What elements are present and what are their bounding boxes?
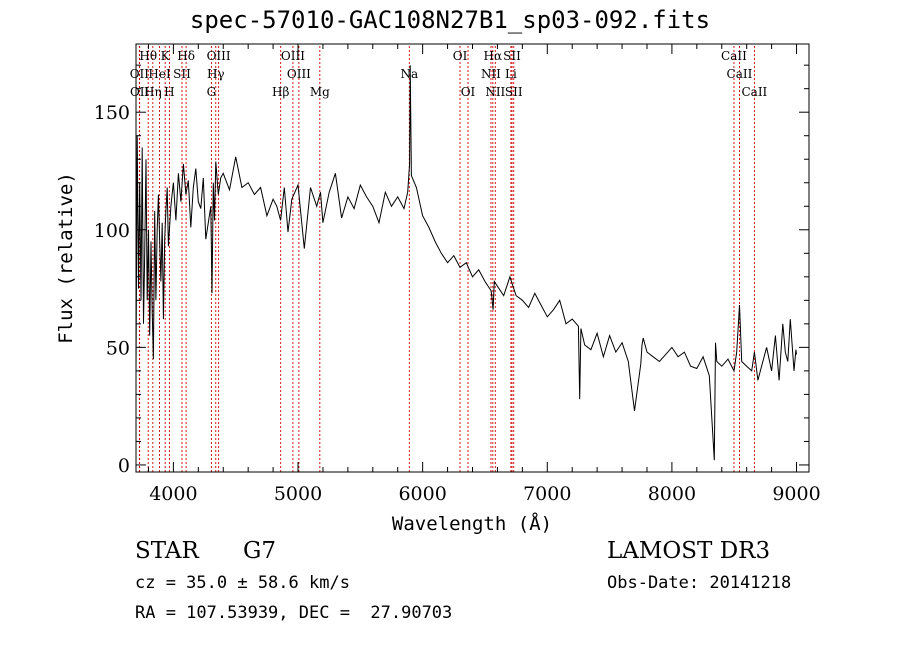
line-marker-label: CaII — [741, 85, 767, 99]
y-axis-label: Flux (relative) — [55, 172, 77, 344]
line-marker-label: OIII — [207, 49, 231, 63]
y-tick-label: 100 — [94, 220, 130, 242]
line-marker-label: CaII — [721, 49, 747, 63]
coordinates-line: RA = 107.53939, DEC = 27.90703 — [135, 603, 453, 623]
spectral-line-markers — [138, 46, 755, 472]
y-tick-label: 150 — [94, 102, 130, 124]
x-tick-label: 7000 — [523, 483, 571, 505]
x-axis-ticks: 4000 5000 6000 7000 8000 9000 — [147, 44, 821, 505]
line-marker-label: Hα — [484, 49, 503, 63]
line-marker-label: Hθ — [139, 49, 157, 63]
plot-frame — [135, 43, 810, 473]
line-marker-label: H — [164, 85, 174, 99]
redshift-line: cz = 35.0 ± 58.6 km/s — [135, 573, 350, 593]
line-marker-label: NII — [481, 67, 501, 81]
x-tick-label: 6000 — [398, 483, 446, 505]
x-tick-label: 9000 — [772, 483, 820, 505]
line-marker-label: OI — [461, 85, 476, 99]
chart-title: spec-57010-GAC108N27B1_sp03-092.fits — [189, 6, 711, 34]
line-marker-label: OIII — [287, 67, 311, 81]
subclass-label: G7 — [243, 538, 277, 564]
line-marker-label: OIII — [281, 49, 305, 63]
line-marker-label: SII — [503, 49, 521, 63]
line-marker-label: Li — [505, 67, 517, 81]
line-marker-label: K — [161, 49, 171, 63]
line-marker-label: Hη — [144, 85, 162, 99]
y-tick-label: 50 — [106, 337, 130, 359]
line-marker-label: CaII — [727, 67, 753, 81]
survey-label: LAMOST DR3 — [607, 538, 771, 564]
line-marker-label: NII — [485, 85, 505, 99]
line-marker-label: Mg — [310, 85, 330, 99]
x-tick-label: 5000 — [274, 483, 322, 505]
obs-date-line: Obs-Date: 20141218 — [607, 573, 792, 593]
line-marker-label: Hγ — [207, 67, 225, 81]
line-marker-label: Hβ — [272, 85, 289, 99]
y-tick-label: 0 — [118, 455, 130, 477]
line-marker-label: SII — [173, 67, 191, 81]
line-marker-label: OII — [130, 67, 150, 81]
line-marker-label: Hδ — [177, 49, 195, 63]
line-marker-label: OI — [453, 49, 468, 63]
line-marker-label: G — [207, 85, 217, 99]
spectral-line-labels: Hθ OII OII K HeI Hη SII H Hδ Hγ OIII G Hβ OIII OIII Mg N… — [130, 49, 768, 99]
y-axis-ticks: 0 50 100 150 — [94, 64, 809, 477]
x-tick-label: 8000 — [648, 483, 696, 505]
line-marker-label: SII — [505, 85, 523, 99]
line-marker-label: Na — [400, 67, 418, 81]
line-marker-label: OII — [130, 85, 150, 99]
x-axis-label: Wavelength (Å) — [392, 512, 552, 535]
line-marker-label: HeI — [148, 67, 171, 81]
spectrum-line — [135, 65, 797, 461]
x-tick-label: 4000 — [149, 483, 197, 505]
class-label: STAR — [135, 538, 199, 564]
